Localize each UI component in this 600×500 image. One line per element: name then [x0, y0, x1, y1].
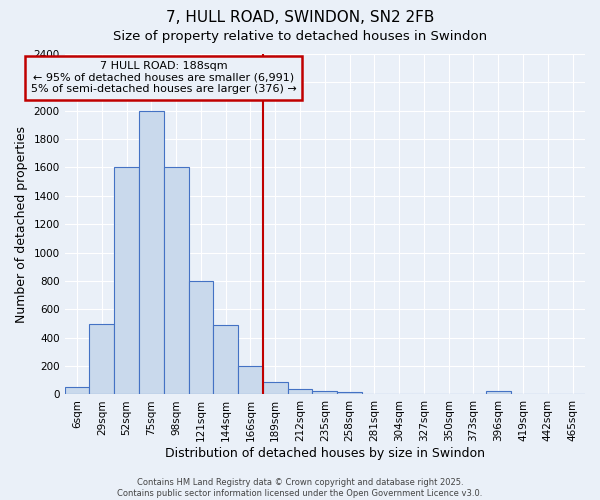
Bar — [139, 110, 164, 395]
Bar — [337, 392, 362, 394]
Bar — [263, 382, 287, 394]
Bar — [188, 281, 214, 394]
X-axis label: Distribution of detached houses by size in Swindon: Distribution of detached houses by size … — [165, 447, 485, 460]
Text: Size of property relative to detached houses in Swindon: Size of property relative to detached ho… — [113, 30, 487, 43]
Y-axis label: Number of detached properties: Number of detached properties — [15, 126, 28, 322]
Text: Contains HM Land Registry data © Crown copyright and database right 2025.
Contai: Contains HM Land Registry data © Crown c… — [118, 478, 482, 498]
Bar — [214, 325, 238, 394]
Bar — [486, 391, 511, 394]
Text: 7, HULL ROAD, SWINDON, SN2 2FB: 7, HULL ROAD, SWINDON, SN2 2FB — [166, 10, 434, 25]
Text: 7 HULL ROAD: 188sqm
← 95% of detached houses are smaller (6,991)
5% of semi-deta: 7 HULL ROAD: 188sqm ← 95% of detached ho… — [31, 61, 296, 94]
Bar — [164, 168, 188, 394]
Bar — [65, 388, 89, 394]
Bar — [114, 168, 139, 394]
Bar — [287, 389, 313, 394]
Bar — [89, 324, 114, 394]
Bar — [238, 366, 263, 394]
Bar — [313, 391, 337, 394]
